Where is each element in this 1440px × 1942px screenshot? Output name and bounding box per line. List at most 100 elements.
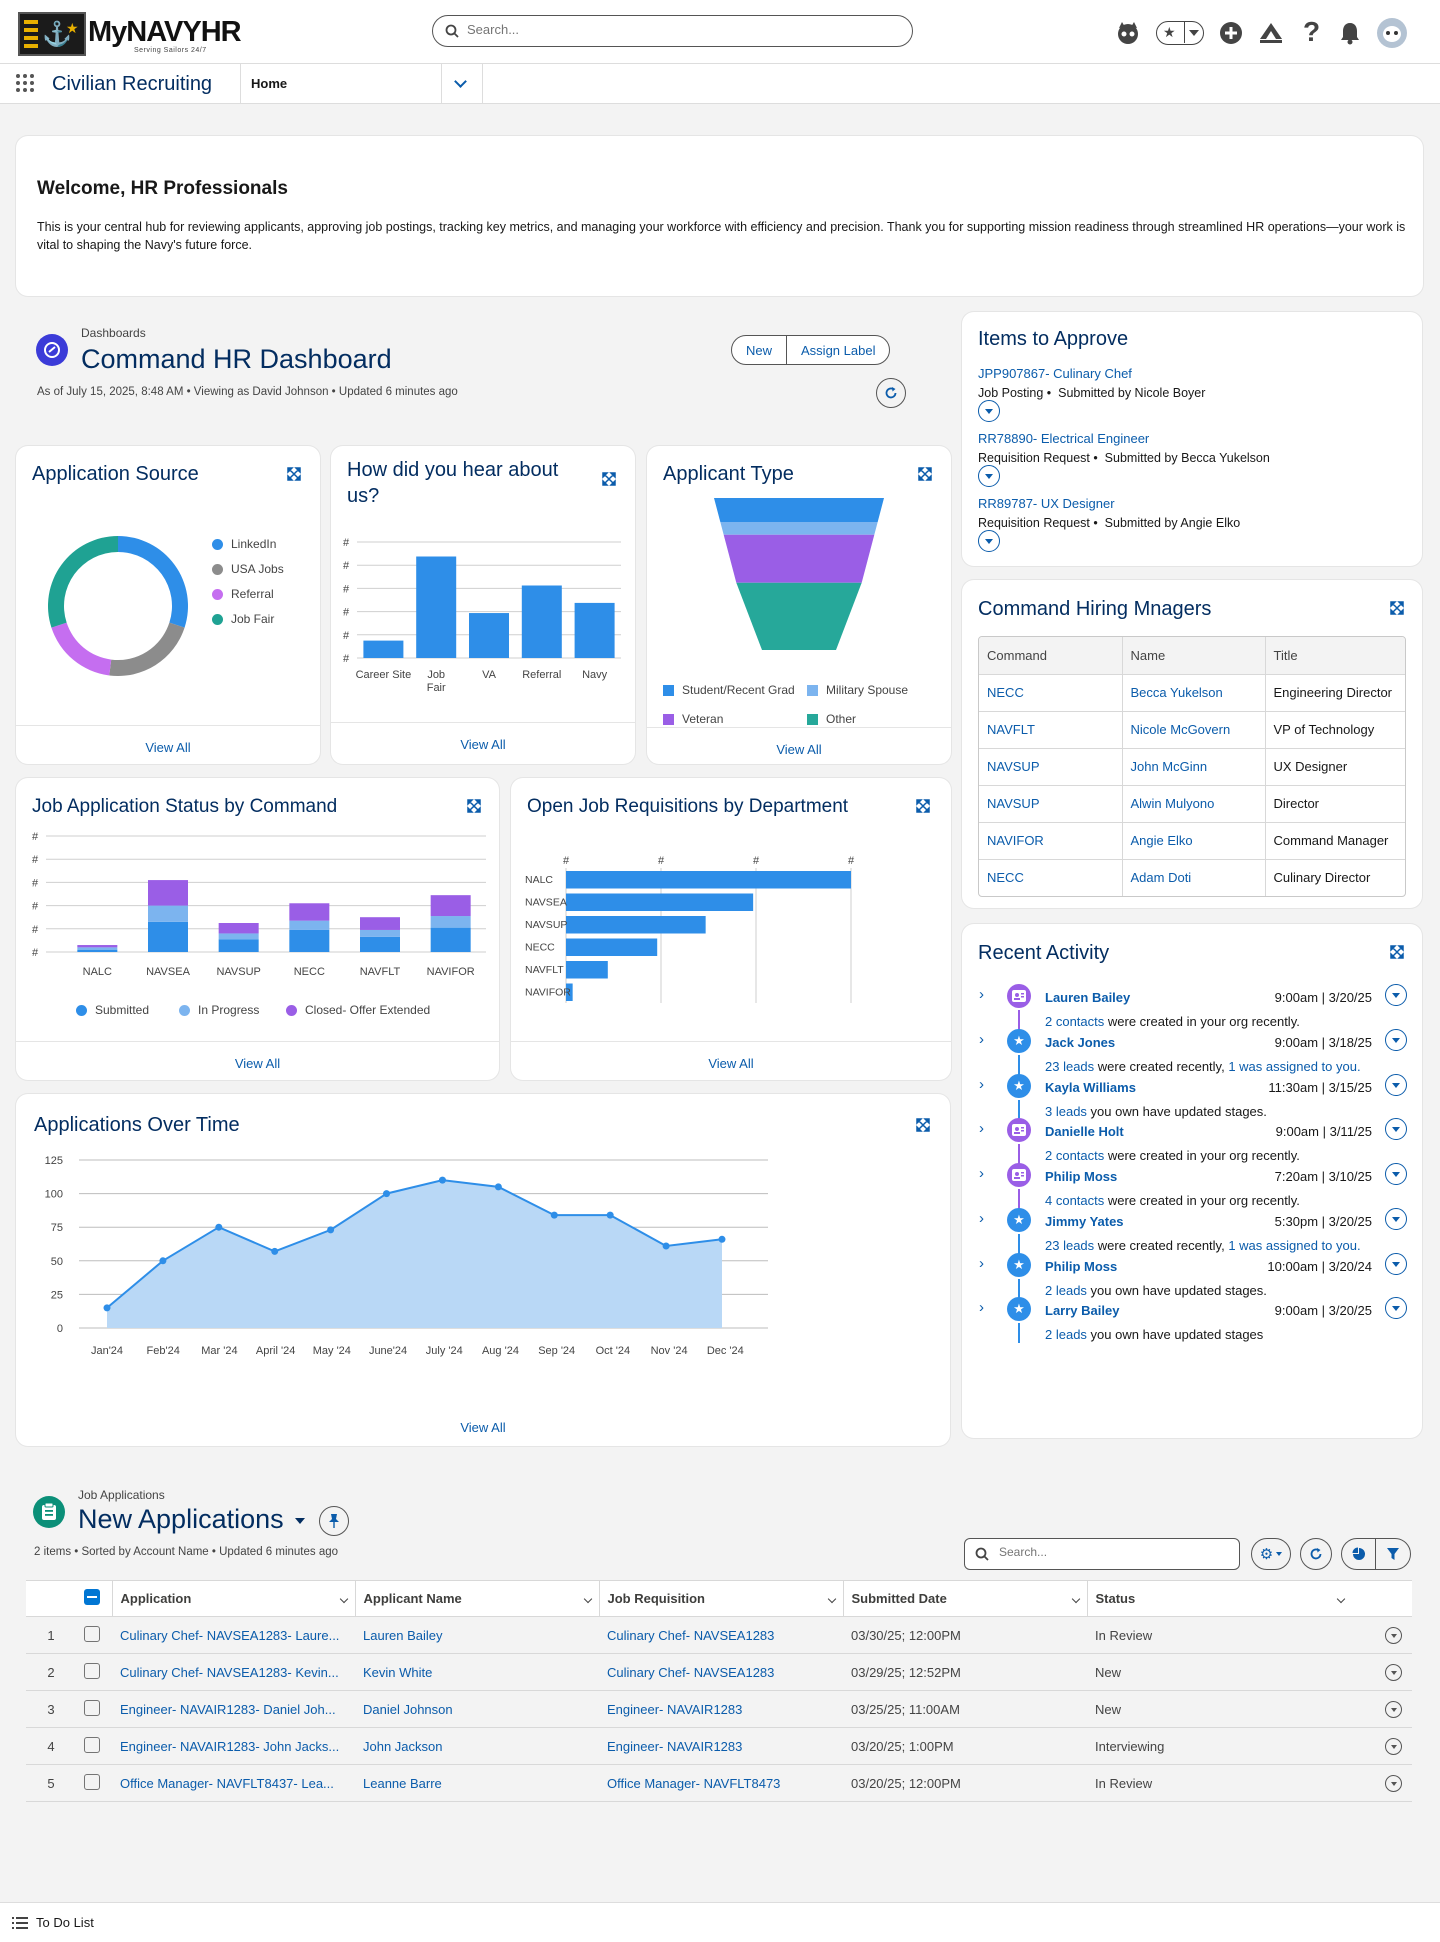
expand-icon[interactable] <box>1390 601 1404 615</box>
data-point-11[interactable] <box>718 1235 726 1243</box>
logo[interactable]: ⚓ ★ MyNAVYHR Serving Sailors 24/7 <box>18 12 242 58</box>
bar-necc-submitted[interactable] <box>289 929 330 952</box>
funnel-segment-3[interactable] <box>736 582 862 650</box>
list-view-selector[interactable]: New Applications <box>78 1504 306 1535</box>
data-point-5[interactable] <box>383 1190 391 1198</box>
row-action-dropdown[interactable] <box>1385 1738 1402 1755</box>
job-requisition-link[interactable]: Culinary Chef- NAVSEA1283 <box>599 1616 843 1654</box>
row-action-dropdown[interactable] <box>1385 1297 1407 1319</box>
manager-name-link[interactable]: Alwin Mulyono <box>1122 785 1266 823</box>
data-point-8[interactable] <box>550 1211 558 1219</box>
row-checkbox[interactable] <box>76 1690 112 1728</box>
bar-va[interactable] <box>469 613 509 658</box>
bar-navsup-submitted[interactable] <box>218 939 259 952</box>
row-checkbox[interactable] <box>76 1764 112 1802</box>
view-all-link[interactable]: View All <box>647 727 951 757</box>
expand-icon[interactable] <box>916 799 930 813</box>
funnel-segment-0[interactable] <box>714 498 884 522</box>
todo-list-button[interactable]: To Do List <box>12 1915 94 1930</box>
activity-count-link[interactable]: 2 leads <box>1045 1327 1087 1342</box>
chevron-right-icon[interactable]: › <box>979 1210 984 1227</box>
app-launcher-icon[interactable] <box>15 73 35 93</box>
global-search-input[interactable] <box>467 22 897 37</box>
activity-count-link[interactable]: 23 leads <box>1045 1238 1095 1253</box>
help-icon[interactable]: ? <box>1303 16 1321 47</box>
funnel-segment-2[interactable] <box>723 534 875 583</box>
view-all-link[interactable]: View All <box>16 725 320 755</box>
activity-name-link[interactable]: Jimmy Yates <box>1045 1214 1124 1229</box>
chevron-right-icon[interactable]: › <box>979 1076 984 1093</box>
view-all-link[interactable]: View All <box>511 1041 951 1071</box>
column-header-command[interactable]: Command <box>979 637 1123 675</box>
row-action-dropdown[interactable] <box>1385 1074 1407 1096</box>
bar-navsea-submitted[interactable] <box>148 921 188 952</box>
activity-count-link[interactable]: 23 leads <box>1045 1059 1095 1074</box>
manager-name-link[interactable]: John McGinn <box>1122 748 1266 786</box>
applicant-name-link[interactable]: Kevin White <box>355 1653 599 1691</box>
bar-job-fair[interactable] <box>416 556 457 659</box>
row-checkbox[interactable] <box>76 1653 112 1691</box>
column-header-job-requisition[interactable]: Job Requisition <box>599 1580 844 1617</box>
bar-navifor-submitted[interactable] <box>430 927 471 952</box>
expand-icon[interactable] <box>1390 945 1404 959</box>
column-header-submitted-date[interactable]: Submitted Date <box>843 1580 1088 1617</box>
bar-navifor-closed-offer-extended[interactable] <box>430 895 471 917</box>
activity-name-link[interactable]: Jack Jones <box>1045 1035 1116 1050</box>
expand-icon[interactable] <box>602 472 616 486</box>
activity-count-link[interactable]: 2 leads <box>1045 1283 1087 1298</box>
command-link[interactable]: NECC <box>979 674 1123 712</box>
job-requisition-link[interactable]: Engineer- NAVAIR1283 <box>599 1727 843 1765</box>
expand-icon[interactable] <box>916 1118 930 1132</box>
row-action-dropdown[interactable] <box>1385 1208 1407 1230</box>
bar-navsea-in-progress[interactable] <box>148 905 188 922</box>
job-requisition-link[interactable]: Culinary Chef- NAVSEA1283 <box>599 1653 843 1691</box>
view-all-link[interactable]: View All <box>460 1420 506 1435</box>
agent-icon[interactable] <box>1115 20 1141 46</box>
filter-button[interactable] <box>1376 1539 1410 1569</box>
chevron-right-icon[interactable]: › <box>979 1299 984 1316</box>
data-point-4[interactable] <box>327 1226 335 1234</box>
tab-dropdown[interactable] <box>443 64 483 104</box>
pin-button[interactable] <box>319 1506 349 1536</box>
bar-navsea-closed-offer-extended[interactable] <box>148 880 188 906</box>
column-header-name[interactable]: Name <box>1122 637 1266 675</box>
chevron-right-icon[interactable]: › <box>979 1120 984 1137</box>
bar-navifor-in-progress[interactable] <box>430 916 471 928</box>
bar-nalc[interactable] <box>566 871 851 889</box>
activity-name-link[interactable]: Kayla Williams <box>1045 1080 1136 1095</box>
bar-navifor[interactable] <box>566 983 573 1002</box>
data-point-6[interactable] <box>438 1176 446 1184</box>
row-action-dropdown[interactable] <box>1385 1029 1407 1051</box>
row-checkbox[interactable] <box>76 1616 112 1654</box>
bar-career-site[interactable] <box>363 640 404 658</box>
applicant-name-link[interactable]: Leanne Barre <box>355 1764 599 1802</box>
list-search[interactable] <box>964 1538 1240 1570</box>
global-search[interactable] <box>432 15 913 47</box>
expand-icon[interactable] <box>467 799 481 813</box>
bar-navflt-closed-offer-extended[interactable] <box>360 917 400 930</box>
activity-name-link[interactable]: Larry Bailey <box>1045 1303 1120 1318</box>
list-search-input[interactable] <box>999 1545 1229 1559</box>
manager-name-link[interactable]: Adam Doti <box>1122 859 1266 896</box>
approve-item-link[interactable]: RR78890- Electrical Engineer <box>978 431 1150 446</box>
command-link[interactable]: NECC <box>979 859 1123 896</box>
row-action-dropdown[interactable] <box>1385 984 1407 1006</box>
row-checkbox[interactable] <box>76 1727 112 1765</box>
favorites-icon[interactable]: ★ <box>1156 21 1204 45</box>
activity-assigned-link[interactable]: 1 was assigned to you. <box>1228 1059 1361 1074</box>
activity-count-link[interactable]: 2 contacts <box>1045 1148 1105 1163</box>
approve-item-link[interactable]: RR89787- UX Designer <box>978 496 1115 511</box>
bar-nalc-submitted[interactable] <box>77 949 118 952</box>
row-action-dropdown[interactable] <box>978 465 1000 487</box>
bar-navsup[interactable] <box>566 916 706 934</box>
data-point-7[interactable] <box>494 1183 502 1191</box>
bar-navy[interactable] <box>574 602 615 658</box>
row-action-dropdown[interactable] <box>978 400 1000 422</box>
activity-count-link[interactable]: 3 leads <box>1045 1104 1087 1119</box>
bar-navflt-submitted[interactable] <box>360 936 400 952</box>
manager-name-link[interactable]: Nicole McGovern <box>1122 711 1266 749</box>
approve-item-link[interactable]: JPP907867- Culinary Chef <box>978 366 1132 381</box>
activity-name-link[interactable]: Philip Moss <box>1045 1259 1118 1274</box>
bar-nalc-in-progress[interactable] <box>77 947 118 950</box>
activity-name-link[interactable]: Danielle Holt <box>1045 1124 1124 1139</box>
